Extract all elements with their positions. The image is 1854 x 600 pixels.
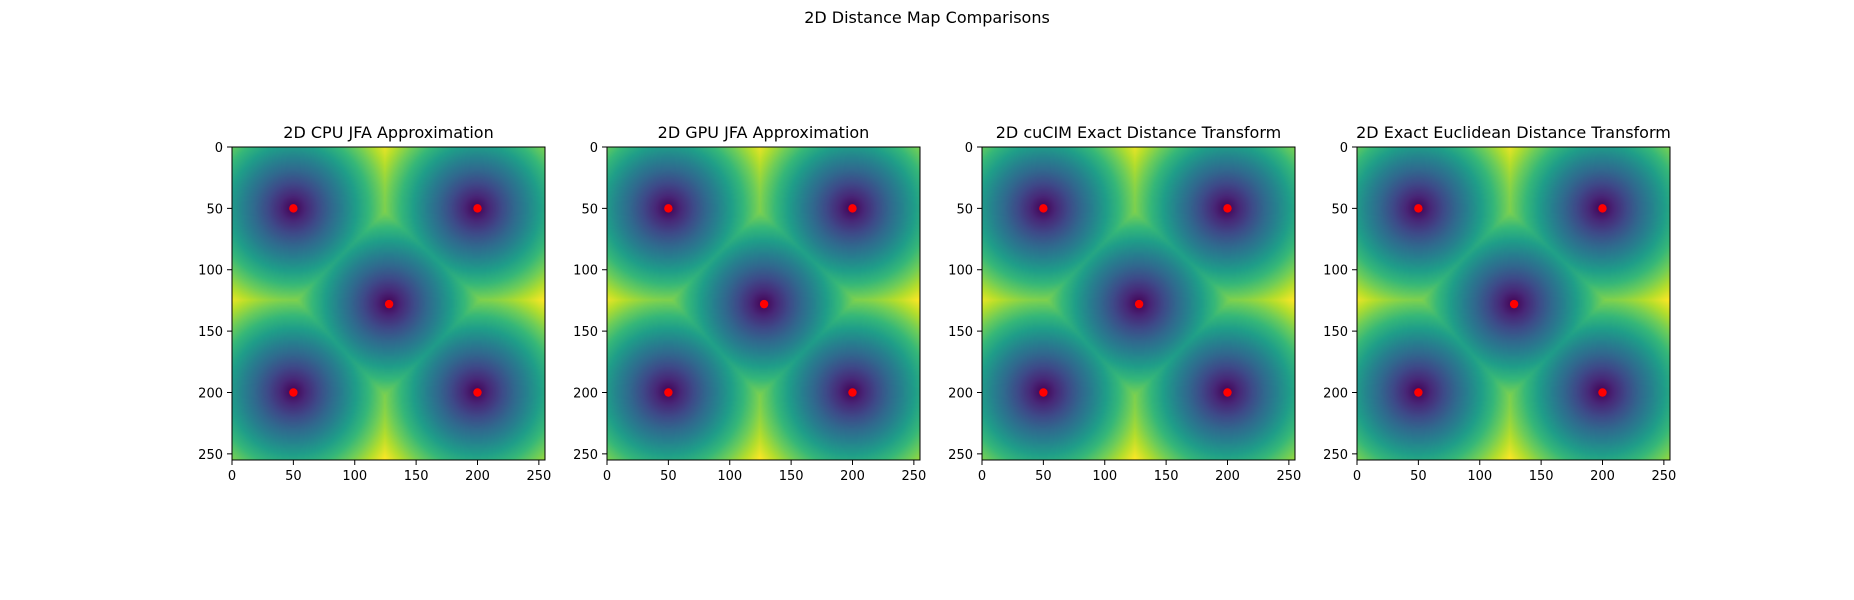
y-tick-label: 200 [198,386,223,401]
chart-title: 2D cuCIM Exact Distance Transform [996,123,1281,142]
axes-frame [1356,146,1671,461]
chart-title: 2D Exact Euclidean Distance Transform [1356,123,1671,142]
seed-point [1223,204,1232,213]
y-tick-label: 200 [573,386,598,401]
x-tick-label: 100 [342,469,367,484]
seed-point [759,299,769,309]
seed-point [1223,388,1232,397]
y-tick-label: 0 [590,141,598,156]
chart-title: 2D GPU JFA Approximation [658,123,870,142]
x-tick-label: 50 [285,469,302,484]
y-tick-label: 100 [198,264,223,279]
chart-panel: 2D cuCIM Exact Distance Transform 0 50 100 1… [948,123,1301,484]
y-tick-label: 100 [948,264,973,279]
axes-frame [231,146,546,461]
axes-frame [981,146,1296,461]
seed-point [1414,204,1423,213]
x-tick-label: 250 [901,469,926,484]
y-tick-label: 0 [965,141,973,156]
y-tick-label: 150 [573,325,598,340]
y-tick-label: 150 [948,325,973,340]
chart-panel: 2D CPU JFA Approximation 0 50 100 150 200 250 0… [198,123,551,484]
chart-panel: 2D Exact Euclidean Distance Transform 0 50… [1323,123,1676,484]
y-tick-label: 200 [948,386,973,401]
x-tick-label: 0 [978,469,986,484]
y-tick-label: 150 [1323,325,1348,340]
y-tick-label: 50 [1331,202,1348,217]
x-tick-label: 150 [1529,469,1554,484]
seed-point [848,204,857,213]
seed-point [1598,204,1607,213]
chart-title: 2D CPU JFA Approximation [283,123,493,142]
x-tick-label: 150 [404,469,429,484]
x-tick-label: 250 [526,469,551,484]
x-tick-label: 100 [1467,469,1492,484]
x-tick-label: 250 [1276,469,1301,484]
y-tick-label: 50 [581,202,598,217]
axes-frame [606,146,921,461]
y-tick-label: 50 [956,202,973,217]
x-tick-label: 50 [1035,469,1052,484]
figure-title: 2D Distance Map Comparisons [804,8,1050,27]
x-tick-label: 150 [1154,469,1179,484]
x-tick-label: 0 [603,469,611,484]
seed-point [1509,299,1519,309]
seed-point [1039,388,1048,397]
seed-point [664,388,673,397]
y-tick-label: 100 [1323,264,1348,279]
y-tick-label: 250 [1323,448,1348,463]
seed-point [1598,388,1607,397]
seed-point [848,388,857,397]
x-tick-label: 50 [660,469,677,484]
y-tick-label: 0 [1340,141,1348,156]
x-tick-label: 100 [1092,469,1117,484]
chart-panel: 2D GPU JFA Approximation 0 50 100 150 200 250 0… [573,123,926,484]
seed-point [1414,388,1423,397]
seed-point [289,204,298,213]
y-tick-label: 100 [573,264,598,279]
x-tick-label: 0 [228,469,236,484]
y-tick-label: 250 [198,448,223,463]
x-tick-label: 200 [1590,469,1615,484]
seed-point [1039,204,1048,213]
seed-point [384,299,394,309]
x-tick-label: 200 [840,469,865,484]
y-tick-label: 200 [1323,386,1348,401]
x-tick-label: 200 [465,469,490,484]
y-tick-label: 250 [573,448,598,463]
seed-point [664,204,673,213]
y-tick-label: 0 [215,141,223,156]
x-tick-label: 150 [779,469,804,484]
seed-point [289,388,298,397]
y-tick-label: 250 [948,448,973,463]
x-tick-label: 250 [1651,469,1676,484]
seed-point [473,388,482,397]
y-tick-label: 150 [198,325,223,340]
seed-point [1134,299,1144,309]
seed-point [473,204,482,213]
x-tick-label: 50 [1410,469,1427,484]
x-tick-label: 100 [717,469,742,484]
y-tick-label: 50 [206,202,223,217]
x-tick-label: 200 [1215,469,1240,484]
x-tick-label: 0 [1353,469,1361,484]
